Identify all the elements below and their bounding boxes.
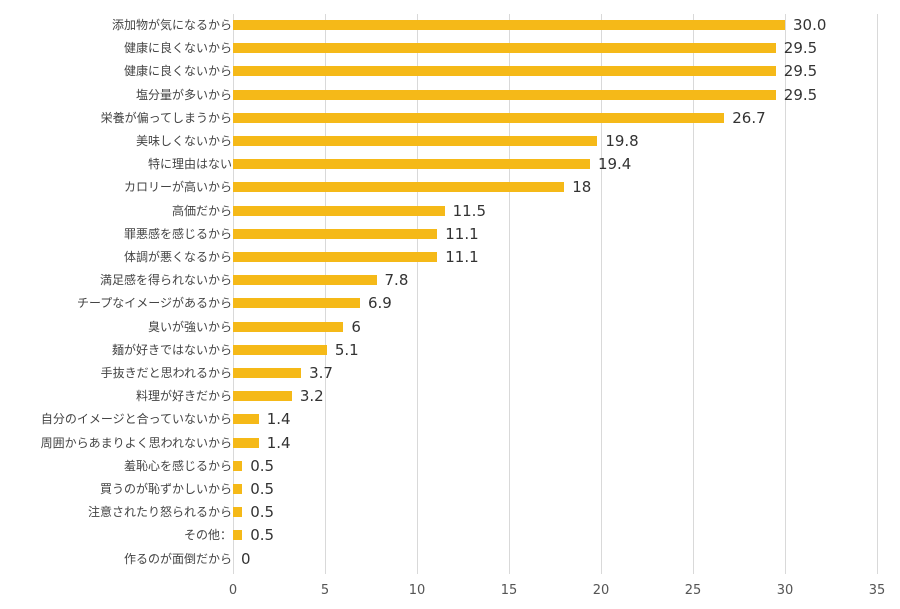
value-label: 5.1 [334, 340, 359, 359]
x-tick-label: 30 [776, 583, 794, 598]
category-label: 健康に良くないから [123, 41, 232, 56]
bar [233, 66, 776, 77]
value-label: 6.9 [367, 294, 392, 313]
category-label: 買うのが恥ずかしいから [99, 482, 232, 496]
bar [233, 89, 776, 100]
gridline [233, 14, 234, 574]
bar [233, 344, 327, 355]
category-label: 体調が悪くなるから [123, 250, 232, 264]
value-label: 1.4 [266, 410, 291, 429]
bar [233, 507, 243, 518]
value-label: 6 [351, 317, 361, 336]
value-label: 30.0 [793, 16, 827, 34]
category-label: 手抜きだと思われるから [100, 366, 232, 380]
bar [233, 159, 590, 170]
category-label: カロリーが高いから [123, 180, 232, 195]
category-label: 添加物が気になるから [111, 18, 232, 32]
bar [233, 298, 360, 309]
category-label: 麺が好きではないから [111, 342, 232, 357]
category-label: 羞恥心を感じるから [123, 458, 232, 473]
bar [233, 112, 725, 123]
x-tick-label: 10 [408, 583, 426, 598]
bar [233, 43, 776, 54]
value-label: 29.5 [783, 85, 818, 104]
category-label: 栄養が偏ってしまうから [100, 110, 232, 125]
category-label: 特に理由はない [147, 157, 232, 172]
bar [233, 437, 259, 448]
gridline [877, 14, 878, 574]
category-label: 自分のイメージと合っていないから [40, 412, 232, 427]
gridline [693, 14, 694, 574]
value-label: 29.5 [783, 62, 818, 81]
bar [233, 136, 598, 146]
bar [233, 391, 292, 402]
value-label: 0.5 [250, 526, 275, 545]
bar [233, 252, 438, 262]
gridline [417, 14, 418, 574]
value-label: 11.1 [445, 224, 479, 243]
value-label: 0.5 [250, 503, 275, 522]
bar [233, 275, 377, 286]
bar [233, 228, 438, 239]
bar [233, 484, 243, 494]
bar [233, 414, 259, 425]
category-label: 美味しくないから [135, 134, 232, 148]
category-label: 塩分量が多いから [135, 87, 232, 102]
bar [233, 20, 785, 30]
bar [233, 368, 302, 378]
value-label: 26.7 [732, 108, 766, 127]
value-label: 11.5 [452, 201, 486, 220]
gridline [509, 14, 510, 574]
bar [233, 205, 445, 216]
category-label: チープなイメージがあるから [76, 296, 232, 311]
value-label: 29.5 [783, 39, 818, 58]
x-tick-label: 20 [592, 583, 610, 598]
value-label: 19.8 [605, 132, 639, 150]
x-tick-label: 15 [500, 583, 518, 598]
category-label: 満足感を得られないから [99, 273, 232, 288]
category-label: 臭いが強いから [147, 319, 232, 334]
bar [233, 530, 243, 541]
value-label: 0.5 [250, 480, 275, 498]
value-label: 1.4 [266, 433, 291, 452]
category-label: 罪悪感を感じるから [123, 226, 232, 241]
category-label: 注意されたり怒られるから [87, 505, 232, 520]
x-tick-label: 25 [684, 583, 702, 598]
category-label: その他： [183, 528, 232, 543]
gridline [785, 14, 786, 574]
gridline [601, 14, 602, 574]
value-label: 7.8 [384, 271, 409, 290]
x-tick-label: 35 [868, 583, 886, 598]
value-label: 3.7 [309, 364, 333, 382]
value-label: 0.5 [250, 456, 275, 475]
category-label: 高価だから [171, 203, 232, 218]
category-label: 周囲からあまりよく思われないから [40, 435, 232, 450]
category-label: 料理が好きだから [135, 389, 232, 404]
category-label: 健康に良くないから [123, 64, 232, 79]
category-label: 作るのが面倒だから [123, 551, 232, 566]
gridline [325, 14, 326, 574]
bar [233, 182, 565, 193]
value-label: 11.1 [445, 248, 479, 266]
bar [233, 460, 243, 471]
x-tick-label: 0 [228, 583, 238, 598]
value-label: 3.2 [299, 387, 324, 406]
x-tick-label: 5 [320, 583, 330, 598]
value-label: 18 [572, 178, 592, 197]
value-label: 19.4 [597, 155, 632, 174]
value-label: 0 [241, 549, 251, 568]
bar [233, 321, 344, 332]
